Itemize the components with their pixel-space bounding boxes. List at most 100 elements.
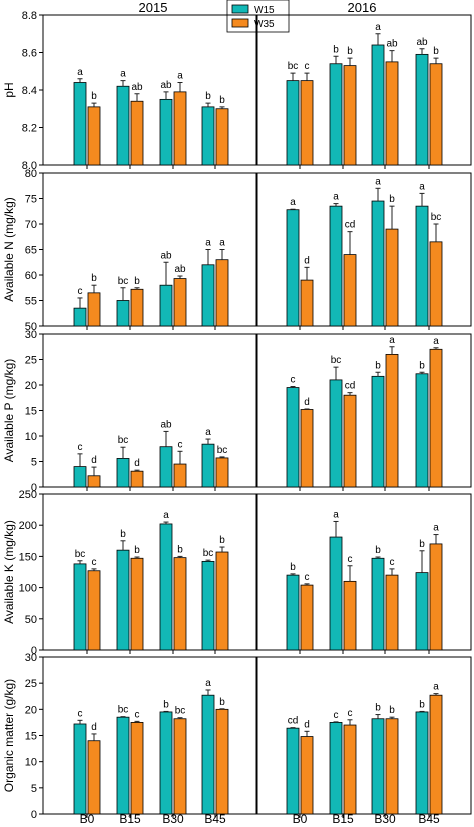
significance-letter-available-p-mg-kg-2015-b15-w15: bc [118, 435, 129, 446]
bar-available-p-mg-kg-2016-b45-w15 [415, 373, 429, 488]
y-axis-label-organic-matter-g-kg: Organic matter (g/kg) [2, 679, 16, 792]
significance-letter-available-p-mg-kg-2016-b45-w15: b [419, 360, 425, 371]
year-label-2016: 2016 [348, 0, 377, 15]
bar-organic-matter-g-kg-2016-b45-w15 [415, 711, 429, 815]
y-tick-label-ph: 8.4 [22, 85, 37, 97]
bar-available-n-mg-kg-2016-b30-w35 [385, 228, 399, 327]
significance-letter-organic-matter-g-kg-2016-b45-w35: a [433, 682, 439, 693]
significance-letter-ph-2015-b0-w35: b [91, 91, 97, 102]
bar-available-p-mg-kg-2016-b0-w35 [300, 409, 314, 488]
plot-frame-organic-matter-g-kg-2015 [42, 656, 257, 815]
bar-organic-matter-g-kg-2016-b15-w15 [329, 722, 343, 815]
bar-ph-2015-b30-w35 [173, 91, 187, 166]
significance-letter-available-n-mg-kg-2016-b30-w15: a [375, 176, 381, 187]
significance-letter-organic-matter-g-kg-2016-b45-w15: b [419, 699, 425, 710]
plot-frame-available-n-mg-kg-2016 [256, 172, 472, 327]
y-tick-label-available-k-mg-kg: 0 [31, 645, 37, 657]
bar-ph-2015-b30-w15 [159, 98, 173, 166]
bar-organic-matter-g-kg-2016-b45-w35 [429, 694, 443, 815]
y-tick-label-available-k-mg-kg: 50 [25, 614, 37, 626]
x-tick-2015-b45: B45 [204, 812, 226, 826]
legend-label-w15: W15 [254, 5, 275, 16]
bar-available-n-mg-kg-2016-b0-w35 [300, 279, 314, 327]
significance-letter-available-n-mg-kg-2015-b30-w35: ab [174, 264, 186, 275]
bar-available-k-mg-kg-2016-b30-w15 [371, 557, 385, 651]
significance-letter-ph-2015-b15-w15: a [120, 69, 126, 80]
bar-available-p-mg-kg-2015-b15-w15 [116, 458, 130, 488]
significance-letter-available-k-mg-kg-2015-b30-w35: b [177, 544, 183, 555]
bar-available-n-mg-kg-2015-b0-w35 [87, 292, 101, 327]
y-axis-label-ph: pH [2, 82, 16, 97]
bar-ph-2015-b45-w15 [201, 106, 215, 166]
significance-letter-organic-matter-g-kg-2015-b30-w15: b [163, 699, 169, 710]
x-tick-2015-b30: B30 [162, 812, 184, 826]
y-tick-label-organic-matter-g-kg: 20 [25, 704, 37, 716]
y-tick-label-available-p-mg-kg: 10 [25, 431, 37, 443]
bar-available-k-mg-kg-2015-b45-w15 [201, 560, 215, 651]
bar-ph-2015-b0-w15 [73, 82, 87, 166]
bar-available-n-mg-kg-2016-b45-w15 [415, 205, 429, 327]
bar-ph-2016-b0-w15 [286, 80, 300, 166]
bar-available-n-mg-kg-2015-b45-w35 [215, 259, 229, 327]
significance-letter-available-n-mg-kg-2016-b45-w15: a [419, 181, 425, 192]
plot-frame-available-p-mg-kg-2016 [256, 333, 472, 488]
y-tick-label-available-p-mg-kg: 30 [25, 329, 37, 341]
y-tick-label-available-n-mg-kg: 70 [25, 219, 37, 231]
bar-organic-matter-g-kg-2015-b15-w15 [116, 716, 130, 815]
y-tick-label-available-k-mg-kg: 100 [19, 583, 37, 595]
y-tick-label-available-k-mg-kg: 200 [19, 520, 37, 532]
significance-letter-organic-matter-g-kg-2015-b45-w35: b [219, 697, 225, 708]
significance-letter-ph-2015-b15-w35: ab [131, 82, 143, 93]
bar-available-n-mg-kg-2016-b15-w15 [329, 205, 343, 327]
x-tick-2015-b15: B15 [119, 812, 141, 826]
significance-letter-ph-2016-b0-w15: bc [288, 61, 299, 72]
bar-available-n-mg-kg-2015-b0-w15 [73, 307, 87, 327]
bar-available-n-mg-kg-2015-b30-w15 [159, 284, 173, 327]
significance-letter-ph-2015-b0-w15: a [77, 67, 83, 78]
bar-available-n-mg-kg-2016-b30-w15 [371, 200, 385, 327]
significance-letter-ph-2016-b15-w35: b [347, 46, 353, 57]
bar-organic-matter-g-kg-2016-b15-w35 [343, 724, 357, 815]
y-axis-label-available-k-mg-kg: Available K (mg/kg) [2, 520, 16, 624]
significance-letter-available-k-mg-kg-2016-b30-w35: c [390, 557, 395, 568]
significance-letter-available-n-mg-kg-2015-b45-w35: a [219, 238, 225, 249]
significance-letter-available-n-mg-kg-2015-b30-w15: ab [160, 250, 172, 261]
plot-frame-available-p-mg-kg-2015 [42, 333, 257, 488]
significance-letter-ph-2016-b30-w35: ab [386, 39, 398, 50]
significance-letter-available-k-mg-kg-2015-b45-w35: b [219, 535, 225, 546]
y-tick-label-available-p-mg-kg: 25 [25, 355, 37, 367]
bar-available-k-mg-kg-2016-b45-w15 [415, 572, 429, 651]
significance-letter-available-n-mg-kg-2016-b30-w35: b [389, 194, 395, 205]
plot-frame-available-k-mg-kg-2016 [256, 493, 472, 651]
significance-letter-available-n-mg-kg-2015-b15-w15: bc [118, 276, 129, 287]
y-tick-label-organic-matter-g-kg: 15 [25, 731, 37, 743]
y-tick-label-organic-matter-g-kg: 25 [25, 678, 37, 690]
bar-available-k-mg-kg-2015-b30-w35 [173, 557, 187, 651]
bar-available-n-mg-kg-2016-b45-w35 [429, 241, 443, 327]
bar-available-p-mg-kg-2015-b45-w15 [201, 443, 215, 488]
y-tick-label-ph: 8.2 [22, 123, 37, 135]
bar-available-k-mg-kg-2015-b30-w15 [159, 523, 173, 651]
significance-letter-available-k-mg-kg-2015-b0-w15: bc [75, 549, 86, 560]
bar-ph-2016-b30-w35 [385, 61, 399, 166]
y-tick-label-available-n-mg-kg: 60 [25, 270, 37, 282]
bar-available-p-mg-kg-2015-b15-w35 [130, 470, 144, 488]
significance-letter-available-k-mg-kg-2015-b0-w35: c [92, 557, 97, 568]
significance-letter-available-k-mg-kg-2015-b30-w15: a [163, 510, 169, 521]
bar-available-n-mg-kg-2015-b15-w15 [116, 300, 130, 327]
bar-available-k-mg-kg-2015-b15-w35 [130, 557, 144, 651]
bar-organic-matter-g-kg-2015-b0-w15 [73, 723, 87, 815]
bar-ph-2016-b15-w35 [343, 65, 357, 166]
bar-available-p-mg-kg-2015-b0-w15 [73, 466, 87, 488]
bar-organic-matter-g-kg-2016-b30-w15 [371, 718, 385, 815]
significance-letter-available-p-mg-kg-2016-b15-w15: bc [331, 355, 342, 366]
bar-ph-2016-b45-w35 [429, 63, 443, 166]
x-tick-2016-b30: B30 [374, 812, 396, 826]
significance-letter-available-n-mg-kg-2015-b0-w35: b [91, 273, 97, 284]
significance-letter-available-k-mg-kg-2016-b30-w15: b [375, 545, 381, 556]
significance-letter-available-n-mg-kg-2016-b15-w15: a [333, 192, 339, 203]
bar-available-n-mg-kg-2015-b30-w35 [173, 278, 187, 327]
x-tick-2016-b45: B45 [418, 812, 440, 826]
bar-available-p-mg-kg-2015-b0-w35 [87, 475, 101, 488]
y-tick-label-organic-matter-g-kg: 5 [31, 783, 37, 795]
